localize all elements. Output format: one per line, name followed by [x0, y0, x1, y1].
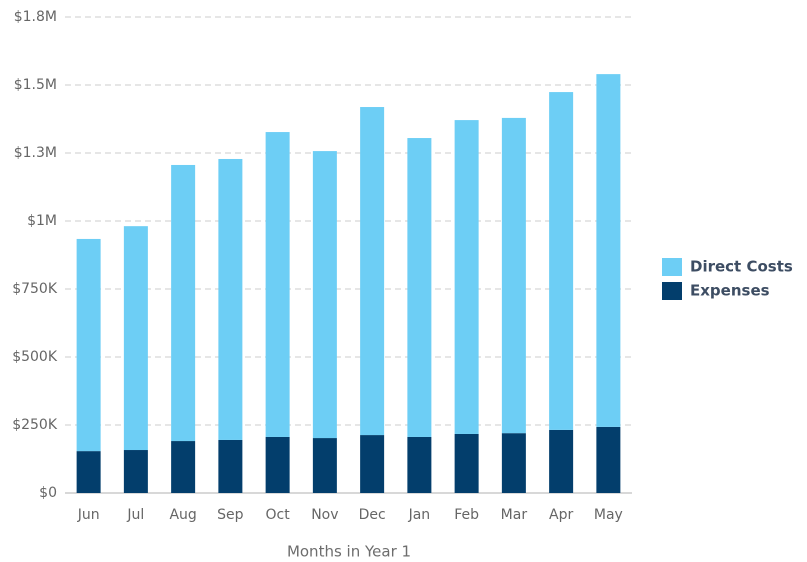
- x-tick-label: Nov: [311, 507, 338, 523]
- bar-segment: [123, 226, 148, 451]
- bar-segment: [218, 439, 243, 493]
- bar-segment: [549, 92, 574, 430]
- bar-segment: [265, 132, 290, 437]
- x-tick-label: Aug: [169, 507, 196, 523]
- y-tick-label: $0: [39, 485, 57, 501]
- bar-segment: [501, 433, 526, 493]
- x-tick-label: Feb: [454, 507, 479, 523]
- bar-segment: [123, 450, 148, 493]
- bar-segment: [549, 429, 574, 493]
- legend-label: Direct Costs: [690, 258, 793, 276]
- y-tick-label: $500K: [12, 349, 58, 365]
- bar-segment: [407, 436, 432, 493]
- x-tick-label: Jul: [126, 507, 144, 523]
- x-axis-label: Months in Year 1: [287, 543, 411, 561]
- x-tick-label: May: [594, 507, 623, 523]
- bar-segment: [360, 107, 385, 436]
- legend-label: Expenses: [690, 282, 770, 300]
- bar-segment: [596, 426, 621, 493]
- legend-swatch: [662, 258, 682, 276]
- bar-segment: [76, 451, 101, 493]
- bar-segment: [454, 433, 479, 493]
- x-tick-label: Oct: [266, 507, 291, 523]
- legend-swatch: [662, 282, 682, 300]
- bar-segment: [265, 436, 290, 493]
- bar-segment: [501, 117, 526, 434]
- y-tick-label: $1.3M: [14, 145, 57, 161]
- x-tick-label: Mar: [501, 507, 528, 523]
- x-tick-label: Dec: [359, 507, 386, 523]
- y-tick-label: $750K: [12, 281, 58, 297]
- bar-segment: [360, 435, 385, 493]
- bar-segment: [596, 74, 621, 427]
- bar-segment: [218, 158, 243, 440]
- y-tick-label: $1M: [27, 213, 57, 229]
- bar-segment: [312, 438, 337, 493]
- bar-segment: [171, 164, 196, 442]
- bar-segment: [312, 151, 337, 439]
- bar-segment: [76, 238, 101, 452]
- y-tick-label: $1.5M: [14, 77, 57, 93]
- bar-segment: [454, 120, 479, 434]
- x-tick-label: Jun: [77, 507, 100, 523]
- bar-segment: [407, 138, 432, 437]
- y-tick-label: $1.8M: [14, 9, 57, 25]
- x-tick-label: Jan: [408, 507, 431, 523]
- y-tick-label: $250K: [12, 417, 58, 433]
- x-tick-label: Apr: [549, 507, 573, 523]
- bar-segment: [171, 441, 196, 493]
- x-tick-label: Sep: [217, 507, 244, 523]
